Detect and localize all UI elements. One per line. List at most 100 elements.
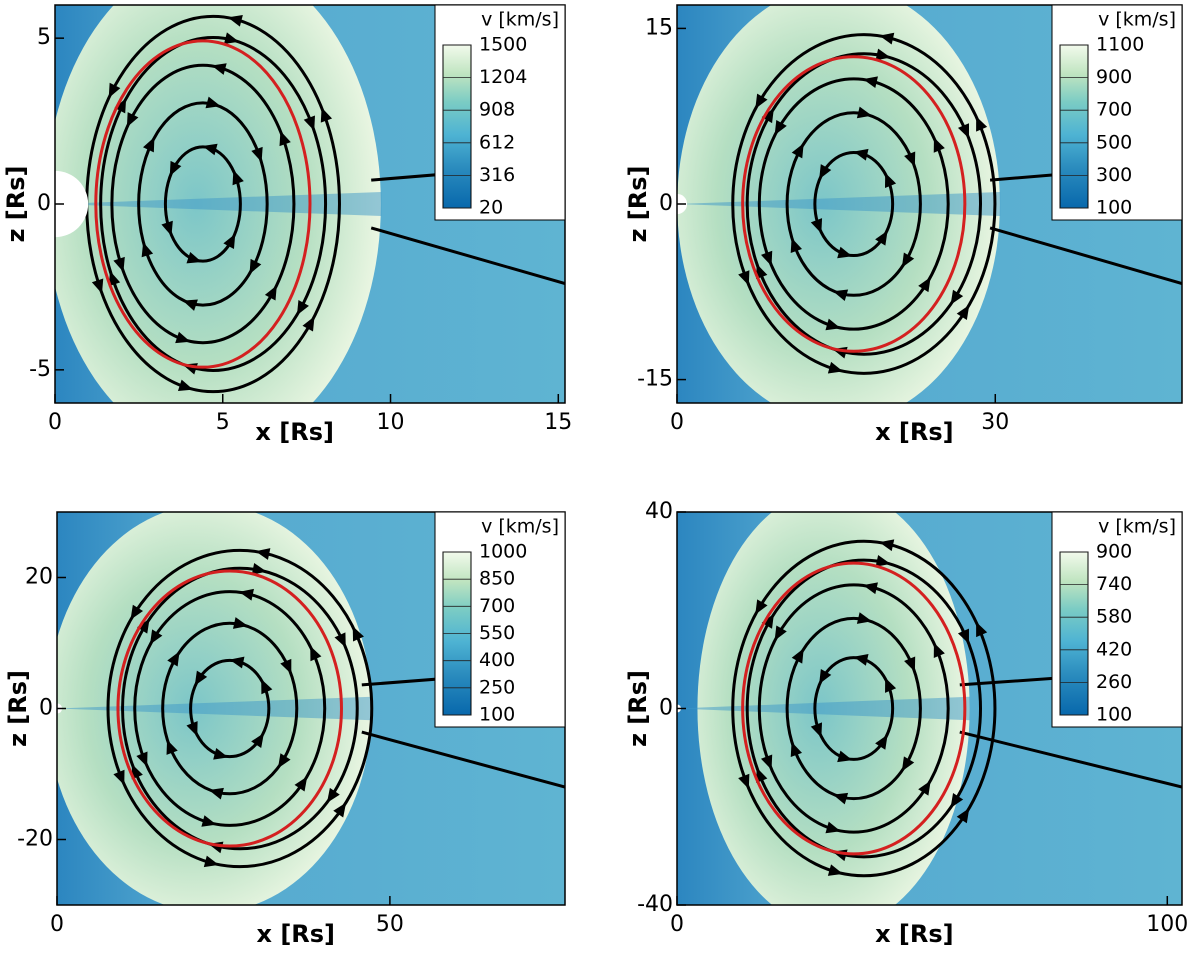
colorbar-tick-label: 700 bbox=[1096, 99, 1132, 121]
field-arrow bbox=[194, 670, 208, 686]
field-arrow bbox=[169, 160, 182, 177]
field-arrow bbox=[255, 548, 271, 560]
field-arrow bbox=[296, 300, 309, 316]
colorbar-label: v [km/s] bbox=[481, 516, 559, 538]
field-arrow bbox=[885, 677, 897, 693]
field-arrow bbox=[303, 115, 315, 131]
field-arrow bbox=[819, 668, 832, 685]
field-arrow bbox=[294, 776, 308, 792]
field-arrow bbox=[901, 252, 915, 268]
field-arrow bbox=[875, 554, 891, 567]
colorbar-tick-label: 612 bbox=[479, 131, 515, 153]
colorbar-tick-label: 260 bbox=[1096, 671, 1132, 693]
field-arrow bbox=[774, 625, 787, 641]
colorbar: v [km/s] 100 260 420 580 740 900 bbox=[1051, 511, 1183, 728]
field-arrow bbox=[875, 230, 888, 246]
field-arrow bbox=[825, 821, 841, 834]
flux-rope-boundary bbox=[741, 55, 967, 353]
field-arrow bbox=[976, 116, 988, 132]
field-arrow bbox=[933, 137, 945, 153]
field-arrow bbox=[201, 815, 217, 827]
x-axis-label: x [Rs] bbox=[255, 418, 334, 446]
field-arrow bbox=[186, 721, 198, 737]
field-arrow bbox=[161, 220, 173, 236]
field-arrow bbox=[130, 604, 144, 620]
field-arrow bbox=[810, 722, 823, 738]
field-arrow bbox=[239, 588, 254, 601]
field-arrow bbox=[791, 648, 804, 664]
field-arrow bbox=[205, 96, 221, 109]
field-arrow bbox=[755, 93, 768, 109]
field-arrow bbox=[957, 123, 970, 139]
field-arrow bbox=[760, 754, 773, 770]
field-arrow bbox=[149, 629, 163, 645]
flux-rope-boundary bbox=[741, 561, 967, 856]
field-line bbox=[163, 145, 242, 263]
field-arrow bbox=[856, 612, 872, 624]
colorbar-tick-label: 1500 bbox=[479, 34, 527, 56]
field-arrow bbox=[352, 626, 364, 642]
field-arrow bbox=[862, 76, 878, 89]
field-arrow bbox=[137, 618, 150, 634]
x-tick-label: 50 bbox=[376, 912, 404, 937]
field-arrow bbox=[182, 299, 198, 311]
field-arrow bbox=[232, 617, 248, 629]
field-arrow bbox=[223, 233, 236, 250]
colorbar-label: v [km/s] bbox=[1098, 9, 1176, 31]
y-tick-label: -20 bbox=[17, 827, 53, 852]
colorbar-tick-label: 250 bbox=[479, 676, 515, 698]
field-arrow bbox=[790, 237, 802, 254]
field-line bbox=[785, 111, 922, 297]
field-arrow bbox=[884, 172, 897, 189]
field-line bbox=[133, 590, 327, 827]
field-arrow bbox=[126, 112, 139, 128]
field-arrow bbox=[280, 658, 292, 675]
field-line bbox=[745, 52, 983, 356]
field-arrow bbox=[213, 747, 229, 760]
field-arrow bbox=[862, 582, 878, 595]
field-arrow bbox=[175, 331, 191, 344]
y-tick-label: 0 bbox=[659, 191, 673, 216]
colorbar-label: v [km/s] bbox=[481, 9, 559, 31]
field-arrow bbox=[136, 751, 148, 767]
field-arrow bbox=[761, 108, 774, 124]
colorbar: v [km/s] 20 316 612 908 1204 1500 bbox=[434, 4, 566, 221]
colorbar-tick-label: 900 bbox=[1096, 541, 1132, 563]
y-tick-label: 0 bbox=[37, 191, 51, 216]
field-arrow bbox=[904, 151, 916, 167]
field-arrow bbox=[320, 107, 333, 123]
field-arrow bbox=[825, 318, 841, 331]
field-arrow bbox=[227, 14, 243, 27]
colorbar-tick-label: 100 bbox=[1096, 704, 1132, 726]
wake bbox=[677, 696, 970, 721]
field-arrow bbox=[918, 277, 931, 293]
field-arrow bbox=[326, 787, 340, 803]
field-line bbox=[757, 583, 950, 834]
field-arrow bbox=[760, 250, 773, 266]
y-tick-label: -40 bbox=[637, 892, 673, 917]
field-arrow bbox=[856, 106, 872, 119]
field-arrow bbox=[261, 679, 273, 695]
flux-rope-boundary bbox=[94, 39, 312, 369]
colorbar-tick-label: 400 bbox=[479, 649, 515, 671]
open-field-line bbox=[989, 226, 1182, 286]
colorbar-tick-label: 550 bbox=[479, 622, 515, 644]
field-line bbox=[99, 36, 328, 372]
field-arrow bbox=[177, 379, 194, 392]
colorbar-gradient bbox=[442, 44, 472, 209]
field-arrow bbox=[131, 764, 143, 780]
wake bbox=[55, 192, 382, 216]
x-tick-label: 15 bbox=[544, 410, 572, 435]
field-arrow bbox=[334, 632, 346, 648]
colorbar-gradient bbox=[1059, 44, 1089, 209]
field-arrow bbox=[141, 242, 154, 258]
field-arrow bbox=[956, 808, 970, 824]
field-line bbox=[189, 658, 271, 759]
y-axis-label: z [Rs] bbox=[624, 165, 652, 242]
field-arrow bbox=[832, 792, 849, 805]
field-arrow bbox=[211, 63, 227, 75]
x-axis-label: x [Rs] bbox=[875, 418, 954, 446]
y-axis-label: z [Rs] bbox=[624, 670, 652, 747]
field-arrow bbox=[167, 651, 180, 667]
